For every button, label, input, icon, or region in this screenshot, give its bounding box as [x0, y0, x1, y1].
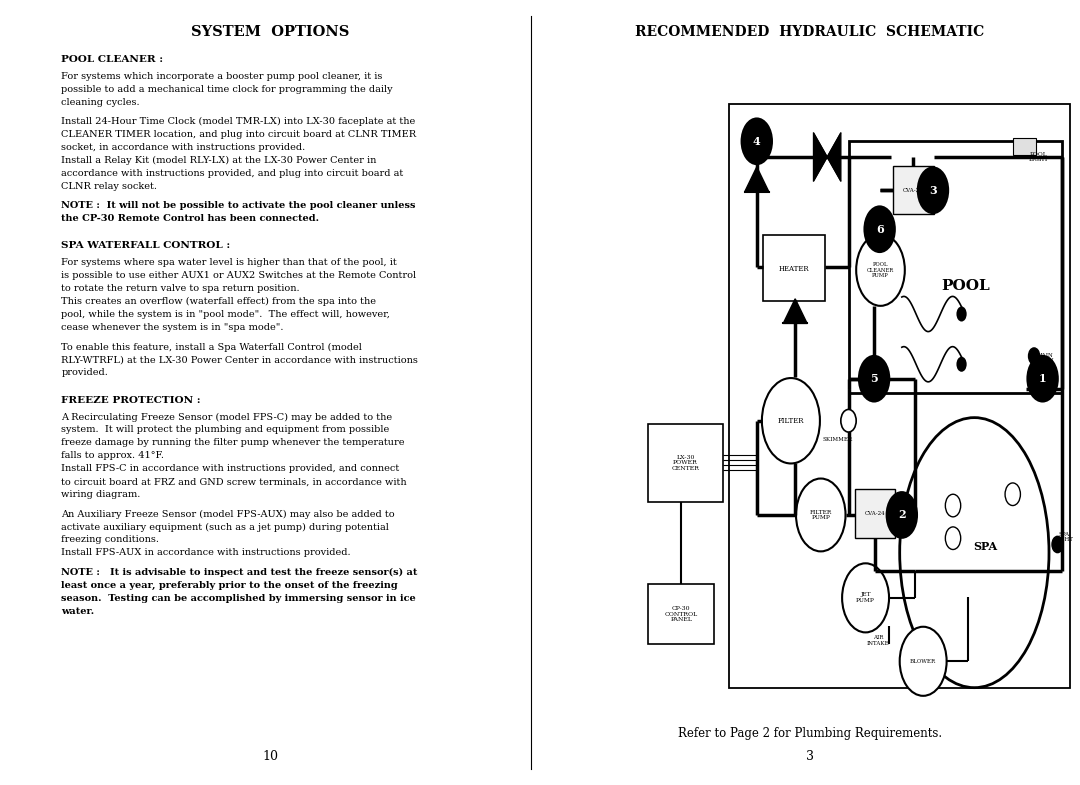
Text: 3: 3: [806, 750, 814, 763]
Ellipse shape: [900, 626, 946, 696]
Text: An Auxiliary Freeze Sensor (model FPS-AUX) may also be added to: An Auxiliary Freeze Sensor (model FPS-AU…: [62, 509, 395, 519]
Ellipse shape: [1026, 355, 1058, 403]
Ellipse shape: [761, 378, 820, 463]
Text: FILTER
PUMP: FILTER PUMP: [810, 509, 832, 520]
Ellipse shape: [842, 564, 889, 633]
Polygon shape: [745, 167, 769, 192]
Bar: [1013, 137, 1036, 155]
Text: This creates an overflow (waterfall effect) from the spa into the: This creates an overflow (waterfall effe…: [62, 298, 376, 306]
Text: least once a year, preferably prior to the onset of the freezing: least once a year, preferably prior to t…: [62, 581, 399, 590]
Ellipse shape: [863, 206, 895, 253]
Text: cease whenever the system is in "spa mode".: cease whenever the system is in "spa mod…: [62, 323, 284, 332]
Text: MAIN
DRAIN: MAIN DRAIN: [1035, 352, 1054, 363]
Text: CVA-24: CVA-24: [903, 188, 923, 193]
Text: falls to approx. 41°F.: falls to approx. 41°F.: [62, 451, 164, 460]
Text: season.  Testing can be accomplished by immersing sensor in ice: season. Testing can be accomplished by i…: [62, 593, 416, 603]
Text: POOL CLEANER :: POOL CLEANER :: [62, 55, 163, 64]
Ellipse shape: [741, 118, 773, 165]
Text: FREEZE PROTECTION :: FREEZE PROTECTION :: [62, 396, 201, 404]
Text: POOL
CLEANER
PUMP: POOL CLEANER PUMP: [867, 261, 894, 279]
Text: NOTE :  It will not be possible to activate the pool cleaner unless: NOTE : It will not be possible to activa…: [62, 201, 416, 210]
Text: 6: 6: [876, 224, 883, 235]
Ellipse shape: [957, 356, 967, 372]
Text: provided.: provided.: [62, 368, 108, 378]
Text: pool, while the system is in "pool mode".  The effect will, however,: pool, while the system is in "pool mode"…: [62, 310, 390, 319]
Text: water.: water.: [62, 607, 94, 615]
Ellipse shape: [796, 479, 846, 551]
Text: 5: 5: [870, 373, 878, 384]
Text: FILTER: FILTER: [778, 417, 805, 425]
Text: NOTE :   It is advisable to inspect and test the freeze sensor(s) at: NOTE : It is advisable to inspect and te…: [62, 568, 418, 577]
Text: 2: 2: [897, 509, 906, 520]
Bar: [729, 104, 1070, 688]
Text: RECOMMENDED  HYDRAULIC  SCHEMATIC: RECOMMENDED HYDRAULIC SCHEMATIC: [635, 25, 985, 39]
Bar: [893, 166, 934, 214]
Text: system.  It will protect the plumbing and equipment from possible: system. It will protect the plumbing and…: [62, 425, 390, 434]
Text: 10: 10: [262, 750, 278, 763]
Bar: [764, 236, 825, 301]
Text: SKIMMER: SKIMMER: [823, 437, 853, 442]
Text: SPA WATERFALL CONTROL :: SPA WATERFALL CONTROL :: [62, 242, 231, 250]
Ellipse shape: [841, 410, 856, 432]
Text: freezing conditions.: freezing conditions.: [62, 535, 160, 545]
Text: to circuit board at FRZ and GND screw terminals, in accordance with: to circuit board at FRZ and GND screw te…: [62, 477, 407, 486]
Text: CLEANER TIMER location, and plug into circuit board at CLNR TIMER: CLEANER TIMER location, and plug into ci…: [62, 130, 417, 139]
Text: AIR
INTAKE: AIR INTAKE: [867, 635, 890, 646]
Text: 3: 3: [929, 184, 936, 195]
Text: Install FPS-AUX in accordance with instructions provided.: Install FPS-AUX in accordance with instr…: [62, 549, 351, 557]
Text: POOL
LIGHT: POOL LIGHT: [1028, 152, 1049, 162]
Text: accordance with instructions provided, and plug into circuit board at: accordance with instructions provided, a…: [62, 169, 404, 178]
Text: A Recirculating Freeze Sensor (model FPS-C) may be added to the: A Recirculating Freeze Sensor (model FPS…: [62, 412, 392, 422]
Ellipse shape: [945, 527, 961, 550]
Text: 1: 1: [1039, 373, 1047, 384]
Ellipse shape: [945, 495, 961, 517]
Ellipse shape: [886, 491, 918, 539]
Bar: [855, 489, 895, 539]
Text: For systems where spa water level is higher than that of the pool, it: For systems where spa water level is hig…: [62, 258, 397, 268]
Text: CLNR relay socket.: CLNR relay socket.: [62, 182, 158, 191]
Polygon shape: [827, 133, 841, 181]
Text: JET
PUMP: JET PUMP: [856, 593, 875, 603]
Text: RLY-WTRFL) at the LX-30 Power Center in accordance with instructions: RLY-WTRFL) at the LX-30 Power Center in …: [62, 356, 418, 364]
Text: LX-30
POWER
CENTER: LX-30 POWER CENTER: [672, 455, 700, 471]
Text: POOL: POOL: [942, 279, 990, 293]
Ellipse shape: [858, 355, 890, 403]
Ellipse shape: [957, 306, 967, 322]
Text: the CP-30 Remote Control has been connected.: the CP-30 Remote Control has been connec…: [62, 214, 320, 223]
Text: freeze damage by running the filter pump whenever the temperature: freeze damage by running the filter pump…: [62, 438, 405, 447]
Text: 4: 4: [753, 136, 760, 147]
Text: Install a Relay Kit (model RLY-LX) at the LX-30 Power Center in: Install a Relay Kit (model RLY-LX) at th…: [62, 156, 377, 165]
Text: SYSTEM  OPTIONS: SYSTEM OPTIONS: [191, 25, 349, 39]
Polygon shape: [813, 133, 827, 181]
Text: CVA-24: CVA-24: [865, 511, 886, 517]
Ellipse shape: [917, 166, 949, 214]
Text: socket, in accordance with instructions provided.: socket, in accordance with instructions …: [62, 143, 306, 152]
Ellipse shape: [1028, 348, 1040, 364]
Text: Install FPS-C in accordance with instructions provided, and connect: Install FPS-C in accordance with instruc…: [62, 464, 400, 473]
Ellipse shape: [1052, 536, 1063, 553]
Text: is possible to use either AUX1 or AUX2 Switches at the Remote Control: is possible to use either AUX1 or AUX2 S…: [62, 272, 417, 280]
Text: Refer to Page 2 for Plumbing Requirements.: Refer to Page 2 for Plumbing Requirement…: [678, 727, 942, 740]
Text: HEATER: HEATER: [779, 265, 810, 272]
Text: CP-30
CONTROL
PANEL: CP-30 CONTROL PANEL: [664, 606, 698, 623]
Text: For systems which incorporate a booster pump pool cleaner, it is: For systems which incorporate a booster …: [62, 71, 382, 81]
Text: to rotate the return valve to spa return position.: to rotate the return valve to spa return…: [62, 284, 300, 294]
Text: BLOWER: BLOWER: [910, 659, 936, 664]
Text: activate auxiliary equipment (such as a jet pump) during potential: activate auxiliary equipment (such as a …: [62, 523, 389, 531]
Bar: [849, 141, 1062, 392]
Text: Install 24-Hour Time Clock (model TMR-LX) into LX-30 faceplate at the: Install 24-Hour Time Clock (model TMR-LX…: [62, 117, 416, 126]
Bar: [648, 584, 714, 644]
Ellipse shape: [900, 418, 1049, 688]
Bar: [648, 424, 723, 502]
Polygon shape: [783, 299, 807, 323]
Text: SPA
LIGHT: SPA LIGHT: [1054, 531, 1074, 542]
Text: SPA: SPA: [973, 541, 997, 552]
Ellipse shape: [1005, 483, 1021, 506]
Text: To enable this feature, install a Spa Waterfall Control (model: To enable this feature, install a Spa Wa…: [62, 342, 362, 352]
Text: wiring diagram.: wiring diagram.: [62, 490, 140, 499]
Ellipse shape: [856, 234, 905, 306]
Text: possible to add a mechanical time clock for programming the daily: possible to add a mechanical time clock …: [62, 85, 393, 93]
Text: cleaning cycles.: cleaning cycles.: [62, 97, 140, 107]
